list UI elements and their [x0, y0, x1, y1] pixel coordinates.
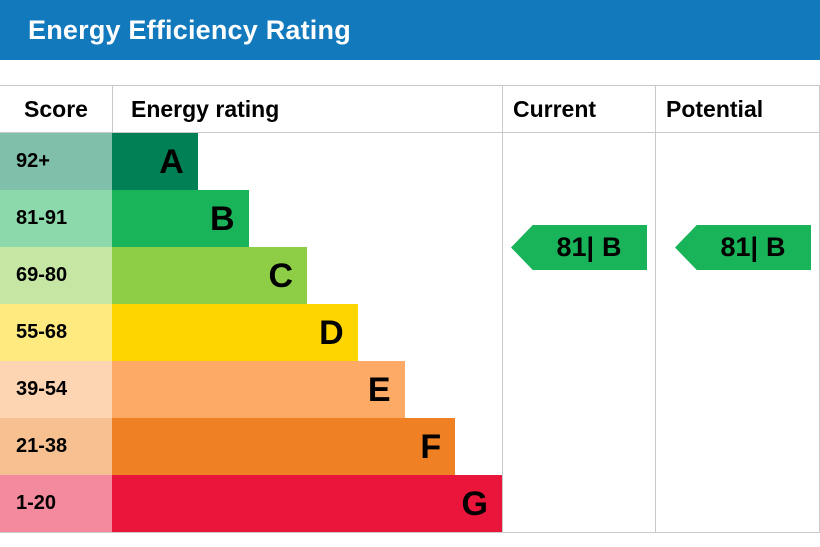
potential-score-value: 81 [720, 232, 751, 262]
rating-bar: A [112, 133, 198, 190]
score-cell: 21-38 [0, 418, 112, 475]
page-title: Energy Efficiency Rating [28, 14, 351, 45]
score-range-label: 21-38 [16, 435, 68, 457]
band-row-g: 1-20 G [0, 475, 502, 532]
table-header-row: Score Energy rating [0, 86, 502, 133]
rating-bar: C [112, 247, 307, 304]
rating-main-column: Score Energy rating 92+ A 81-91 B [0, 86, 502, 532]
band-row-e: 39-54 E [0, 361, 502, 418]
bar-cell: G [112, 475, 502, 532]
band-letter: A [159, 142, 184, 181]
current-divider: | [586, 232, 595, 262]
score-range-label: 39-54 [16, 378, 68, 400]
potential-column-body: 81 | B [656, 133, 819, 532]
score-cell: 92+ [0, 133, 112, 190]
rating-bar: E [112, 361, 405, 418]
potential-band-letter: B [766, 232, 786, 262]
score-range-label: 1-20 [16, 492, 57, 514]
score-cell: 39-54 [0, 361, 112, 418]
potential-rating-arrow: 81 | B [675, 225, 811, 270]
band-row-f: 21-38 F [0, 418, 502, 475]
column-header-energy-rating: Energy rating [112, 86, 502, 132]
band-letter: E [367, 370, 391, 409]
current-column: Current 81 | B [502, 86, 655, 532]
band-letter: D [319, 313, 344, 352]
band-letter: G [461, 484, 488, 523]
current-column-body: 81 | B [503, 133, 655, 532]
score-cell: 81-91 [0, 190, 112, 247]
current-rating-arrow: 81 | B [511, 225, 647, 270]
title-bar: Energy Efficiency Rating [0, 0, 820, 60]
column-header-current: Current [503, 86, 655, 133]
score-range-label: 81-91 [16, 207, 68, 229]
score-cell: 55-68 [0, 304, 112, 361]
bar-cell: F [112, 418, 502, 475]
bar-cell: A [112, 133, 502, 190]
band-row-b: 81-91 B [0, 190, 502, 247]
rating-bar: B [112, 190, 249, 247]
energy-rating-table: Score Energy rating 92+ A 81-91 B [0, 85, 820, 533]
current-score-value: 81 [556, 232, 587, 262]
band-row-c: 69-80 C [0, 247, 502, 304]
band-row-d: 55-68 D [0, 304, 502, 361]
bar-cell: D [112, 304, 502, 361]
score-range-label: 55-68 [16, 321, 68, 343]
band-letter: F [420, 427, 442, 466]
band-row-a: 92+ A [0, 133, 502, 190]
rating-bar: F [112, 418, 456, 475]
band-letter: B [209, 199, 235, 238]
band-letter: C [268, 256, 293, 295]
score-range-label: 69-80 [16, 264, 68, 286]
rating-bar: D [112, 304, 358, 361]
column-header-score: Score [24, 95, 88, 122]
bar-cell: E [112, 361, 502, 418]
potential-divider: | [750, 232, 759, 262]
column-header-potential: Potential [656, 86, 819, 133]
score-cell: 1-20 [0, 475, 112, 532]
current-band-letter: B [602, 232, 622, 262]
bar-cell: B [112, 190, 502, 247]
rating-bar: G [112, 475, 502, 532]
score-range-label: 92+ [16, 150, 50, 172]
potential-column: Potential 81 | B [655, 86, 819, 532]
score-cell: 69-80 [0, 247, 112, 304]
bar-cell: C [112, 247, 502, 304]
